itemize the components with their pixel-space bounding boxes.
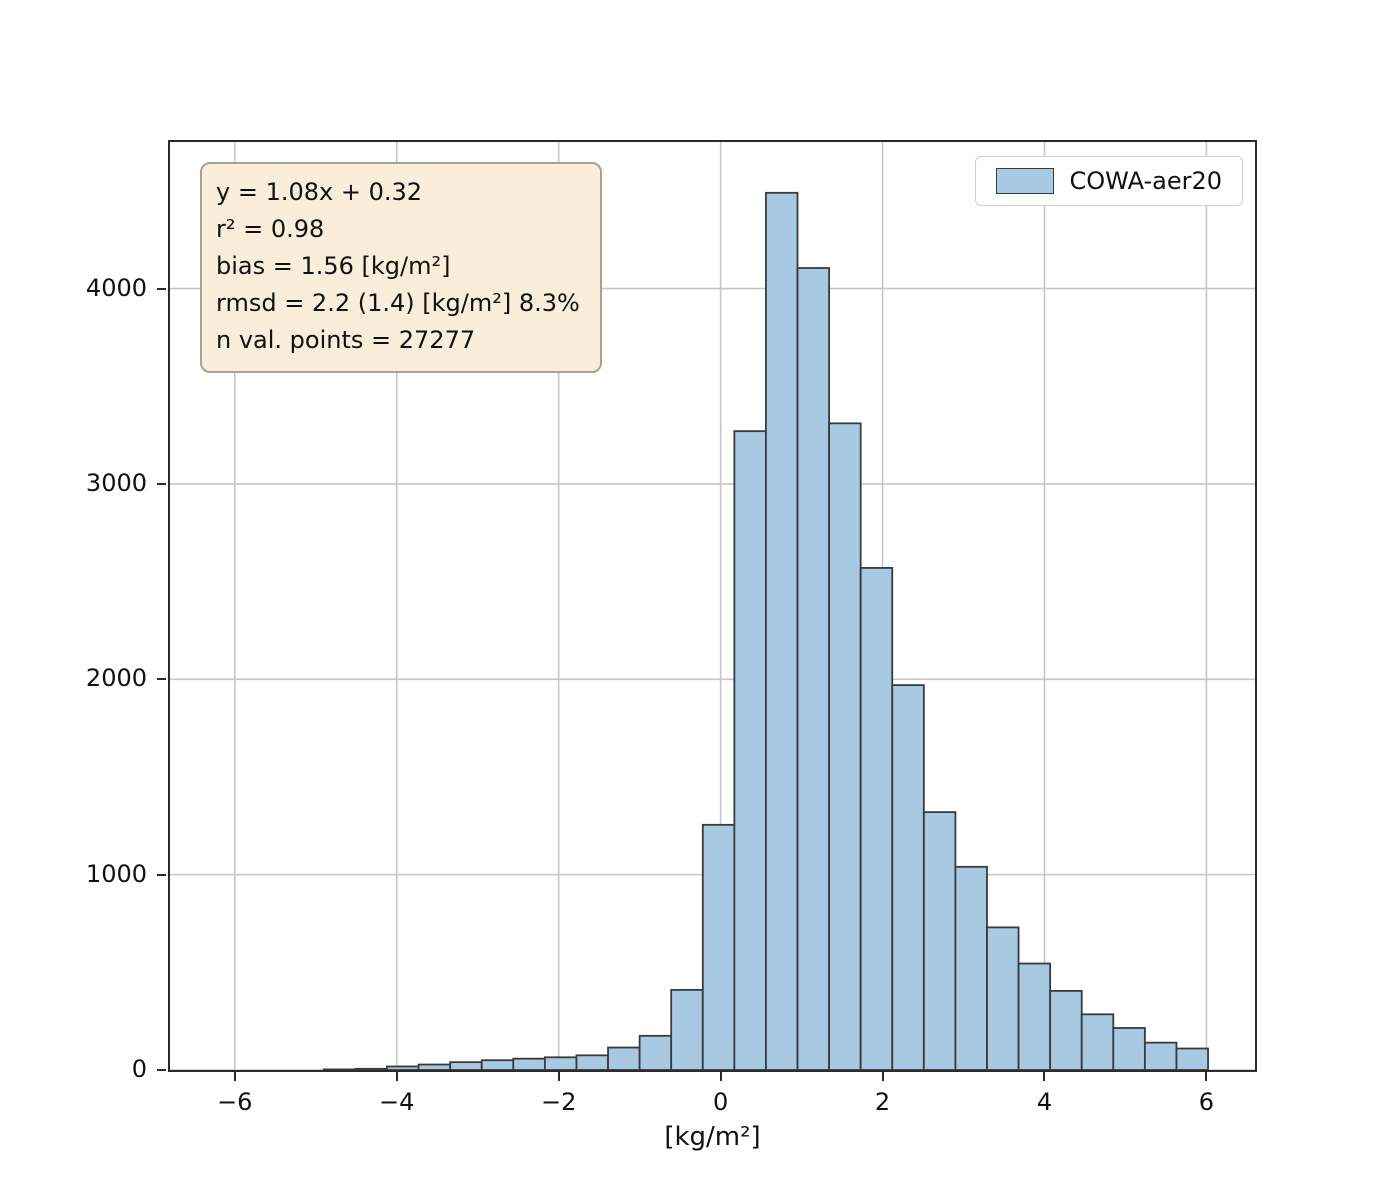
x-tick-label: 0 [712,1088,729,1116]
legend-swatch-icon [995,168,1054,194]
histogram-bar [986,926,1020,1070]
y-tick-mark [157,678,166,681]
x-tick-label: −6 [217,1088,253,1116]
x-tick-mark [395,1072,398,1081]
x-tick-label: −2 [540,1088,577,1116]
bias-text: bias = 1.56 [kg/m²] [216,252,451,280]
y-tick-label: 2000 [85,664,147,693]
histogram-bar [765,191,799,1070]
x-tick-mark [719,1072,722,1081]
fit-equation-text: y = 1.08x + 0.32 [216,178,423,206]
y-tick-mark [157,1069,166,1071]
x-tick-label: 2 [874,1088,891,1116]
y-tick-mark [157,287,166,290]
histogram-bar [1143,1041,1178,1070]
histogram-bar [1112,1027,1146,1070]
x-tick-mark [881,1072,884,1081]
histogram-bar [891,684,925,1070]
histogram-bar [417,1063,452,1070]
y-tick-mark [157,873,166,876]
histogram-bar [575,1054,609,1070]
histogram-bar [354,1067,388,1070]
histogram-bar [607,1046,641,1070]
y-tick-label: 0 [131,1055,147,1083]
histogram-bar [859,567,894,1070]
histogram-bar [828,422,862,1070]
x-tick-label: 6 [1198,1088,1215,1116]
histogram-bar [1049,989,1083,1070]
y-tick-mark [157,482,166,485]
plot-area: y = 1.08x + 0.32 r² = 0.98 bias = 1.56 [… [168,140,1257,1072]
histogram-bar [701,823,736,1070]
y-tick-label: 4000 [85,273,147,302]
x-tick-mark [1205,1072,1208,1081]
x-tick-label: −4 [379,1088,415,1116]
histogram-bar [954,865,988,1070]
legend: COWA-aer20 [974,156,1243,206]
x-tick-label: 4 [1036,1088,1053,1116]
histogram-bar [1175,1047,1209,1070]
histogram-bar [1080,1013,1115,1070]
n-val-points-text: n val. points = 27277 [216,326,476,354]
histogram-bar [543,1056,578,1070]
y-tick-label: 1000 [85,859,147,888]
histogram-bar [796,267,830,1070]
histogram-chart [170,142,1255,1070]
histogram-bar [1017,962,1052,1070]
histogram-bar [670,988,704,1070]
y-tick-label: 3000 [85,468,147,497]
histogram-bar [386,1065,420,1070]
histogram-bar [733,430,767,1070]
histogram-bar [512,1057,546,1070]
x-axis-label: [kg/m²] [664,1122,761,1152]
histogram-bar [449,1061,483,1070]
legend-label: COWA-aer20 [1069,167,1223,195]
histogram-bar [638,1034,673,1070]
x-tick-mark [1043,1072,1046,1081]
x-tick-mark [233,1072,236,1081]
x-tick-mark [557,1072,560,1081]
r-squared-text: r² = 0.98 [216,215,325,243]
rmsd-text: rmsd = 2.2 (1.4) [kg/m²] 8.3% [216,289,580,317]
stats-annotation-box: y = 1.08x + 0.32 r² = 0.98 bias = 1.56 [… [200,162,602,373]
histogram-bar [322,1068,357,1070]
histogram-bar [480,1059,515,1070]
histogram-bar [922,811,957,1070]
